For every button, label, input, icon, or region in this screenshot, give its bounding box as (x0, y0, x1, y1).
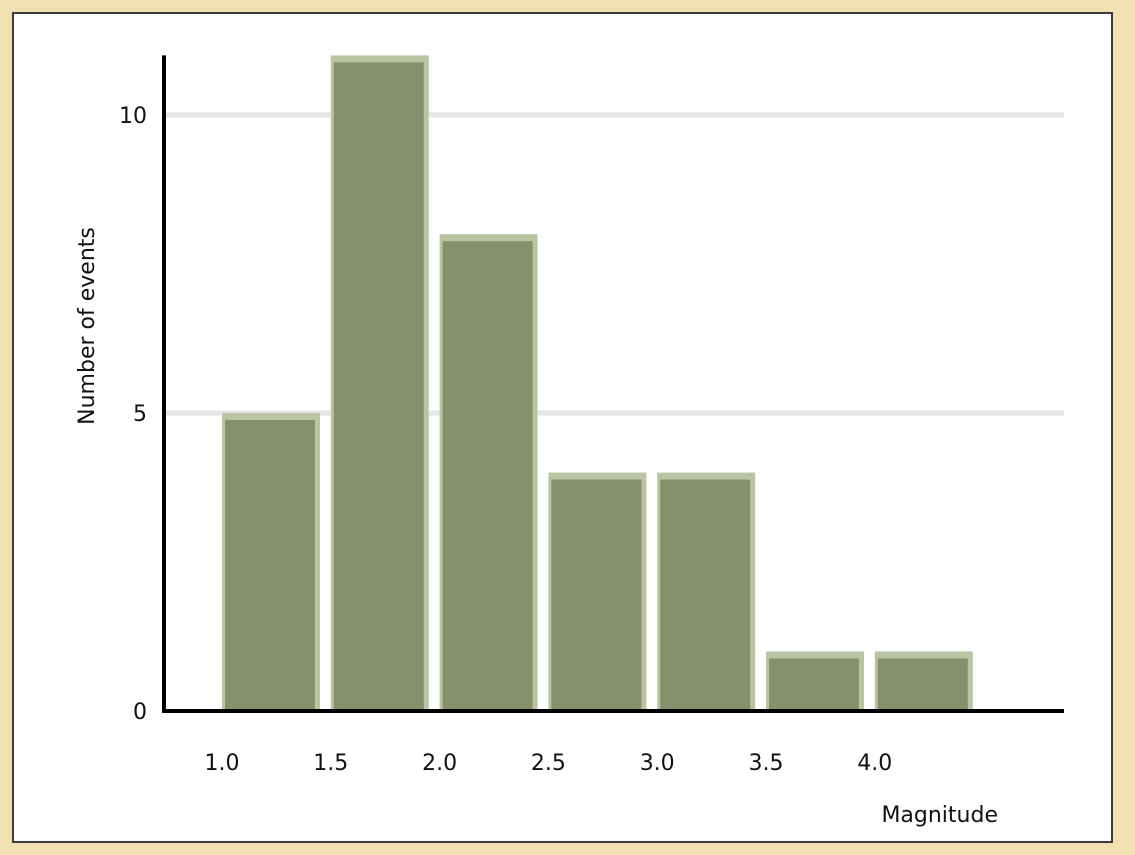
x-tick-label: 2.5 (531, 751, 566, 776)
gridlines (164, 112, 1064, 416)
x-axis-label: Magnitude (881, 803, 998, 828)
bars (222, 55, 973, 711)
bar-fill (769, 658, 859, 711)
y-axis-label: Number of events (75, 227, 100, 425)
y-tick-labels: 0 5 10 (119, 104, 147, 725)
x-tick-label: 3.0 (640, 751, 675, 776)
bar-chart: 0 5 10 1.0 1.5 2.0 2.5 3.0 3.5 4.0 Number of eve… (75, 55, 1064, 828)
y-tick-label: 10 (119, 104, 147, 129)
x-tick-label: 1.5 (313, 751, 348, 776)
bar-fill (225, 420, 315, 711)
bar-fill (660, 479, 751, 711)
y-tick-label: 0 (133, 700, 147, 725)
x-tick-label: 4.0 (857, 751, 892, 776)
bar-fill (551, 479, 642, 711)
bar-fill (442, 241, 533, 711)
bar-fill (333, 62, 424, 711)
x-tick-label: 3.5 (749, 751, 784, 776)
x-tick-label: 1.0 (205, 751, 240, 776)
y-tick-label: 5 (133, 402, 147, 427)
chart-frame: 0 5 10 1.0 1.5 2.0 2.5 3.0 3.5 4.0 Number of eve… (12, 12, 1113, 843)
x-tick-labels: 1.0 1.5 2.0 2.5 3.0 3.5 4.0 (205, 751, 893, 776)
axes (162, 55, 1064, 713)
x-tick-label: 2.0 (422, 751, 457, 776)
bar-fill (877, 658, 968, 711)
